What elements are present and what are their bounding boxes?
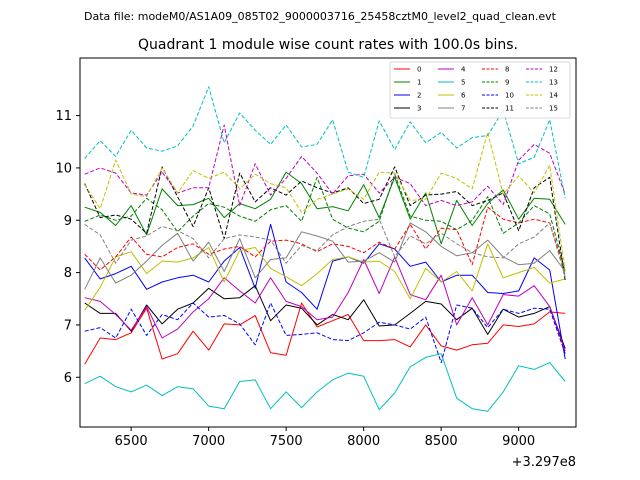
y-tick-label: 10 [55, 161, 72, 176]
y-tick-label: 11 [55, 109, 72, 124]
plot-area [84, 86, 566, 412]
legend-label-6: 6 [461, 92, 466, 100]
legend-label-13: 13 [549, 79, 558, 87]
legend-box [389, 61, 571, 119]
x-tick-label: 8500 [425, 434, 458, 449]
series-line-12 [84, 124, 566, 207]
legend-label-3: 3 [417, 105, 421, 113]
chart-title: Quadrant 1 module wise count rates with … [138, 37, 518, 53]
series-line-8 [84, 206, 566, 272]
series-line-13 [84, 86, 566, 199]
legend-label-15: 15 [549, 105, 558, 113]
legend-label-8: 8 [505, 66, 509, 74]
legend-label-11: 11 [505, 105, 514, 113]
x-tick-label: 9000 [502, 434, 535, 449]
x-offset-label: +3.297e8 [512, 455, 576, 470]
y-tick-label: 7 [64, 318, 72, 333]
x-axis: 6500 7000 7500 8000 8500 9000 [115, 427, 535, 449]
legend-label-2: 2 [417, 92, 421, 100]
x-tick-label: 7000 [192, 434, 225, 449]
legend-label-10: 10 [505, 92, 514, 100]
y-tick-label: 9 [64, 214, 72, 229]
series-line-7 [84, 222, 566, 290]
series-line-5 [84, 353, 566, 412]
x-tick-label: 7500 [270, 434, 303, 449]
series-line-9 [84, 173, 566, 272]
file-header: Data file: modeM0/AS1A09_085T02_90000037… [84, 10, 557, 23]
legend-label-1: 1 [417, 79, 421, 87]
legend-label-14: 14 [549, 92, 558, 100]
series-line-1 [84, 171, 566, 245]
y-axis: 6 7 8 9 10 11 [55, 109, 80, 386]
series-line-6 [84, 243, 566, 311]
legend-label-4: 4 [461, 66, 466, 74]
y-tick-label: 8 [64, 266, 72, 281]
series-line-14 [84, 131, 566, 272]
x-tick-label: 8000 [347, 434, 380, 449]
series-line-2 [84, 223, 566, 360]
legend-label-0: 0 [417, 66, 421, 74]
series-line-10 [84, 302, 566, 364]
series-line-15 [84, 218, 566, 277]
y-tick-label: 6 [64, 371, 72, 386]
series-line-0 [84, 302, 566, 365]
series-line-3 [84, 285, 566, 349]
legend-label-12: 12 [549, 66, 558, 74]
x-tick-label: 6500 [115, 434, 148, 449]
axes-frame [79, 57, 577, 428]
legend-label-9: 9 [505, 79, 509, 87]
legend-label-7: 7 [461, 105, 465, 113]
legend-label-5: 5 [461, 79, 465, 87]
series-line-4 [84, 256, 566, 352]
